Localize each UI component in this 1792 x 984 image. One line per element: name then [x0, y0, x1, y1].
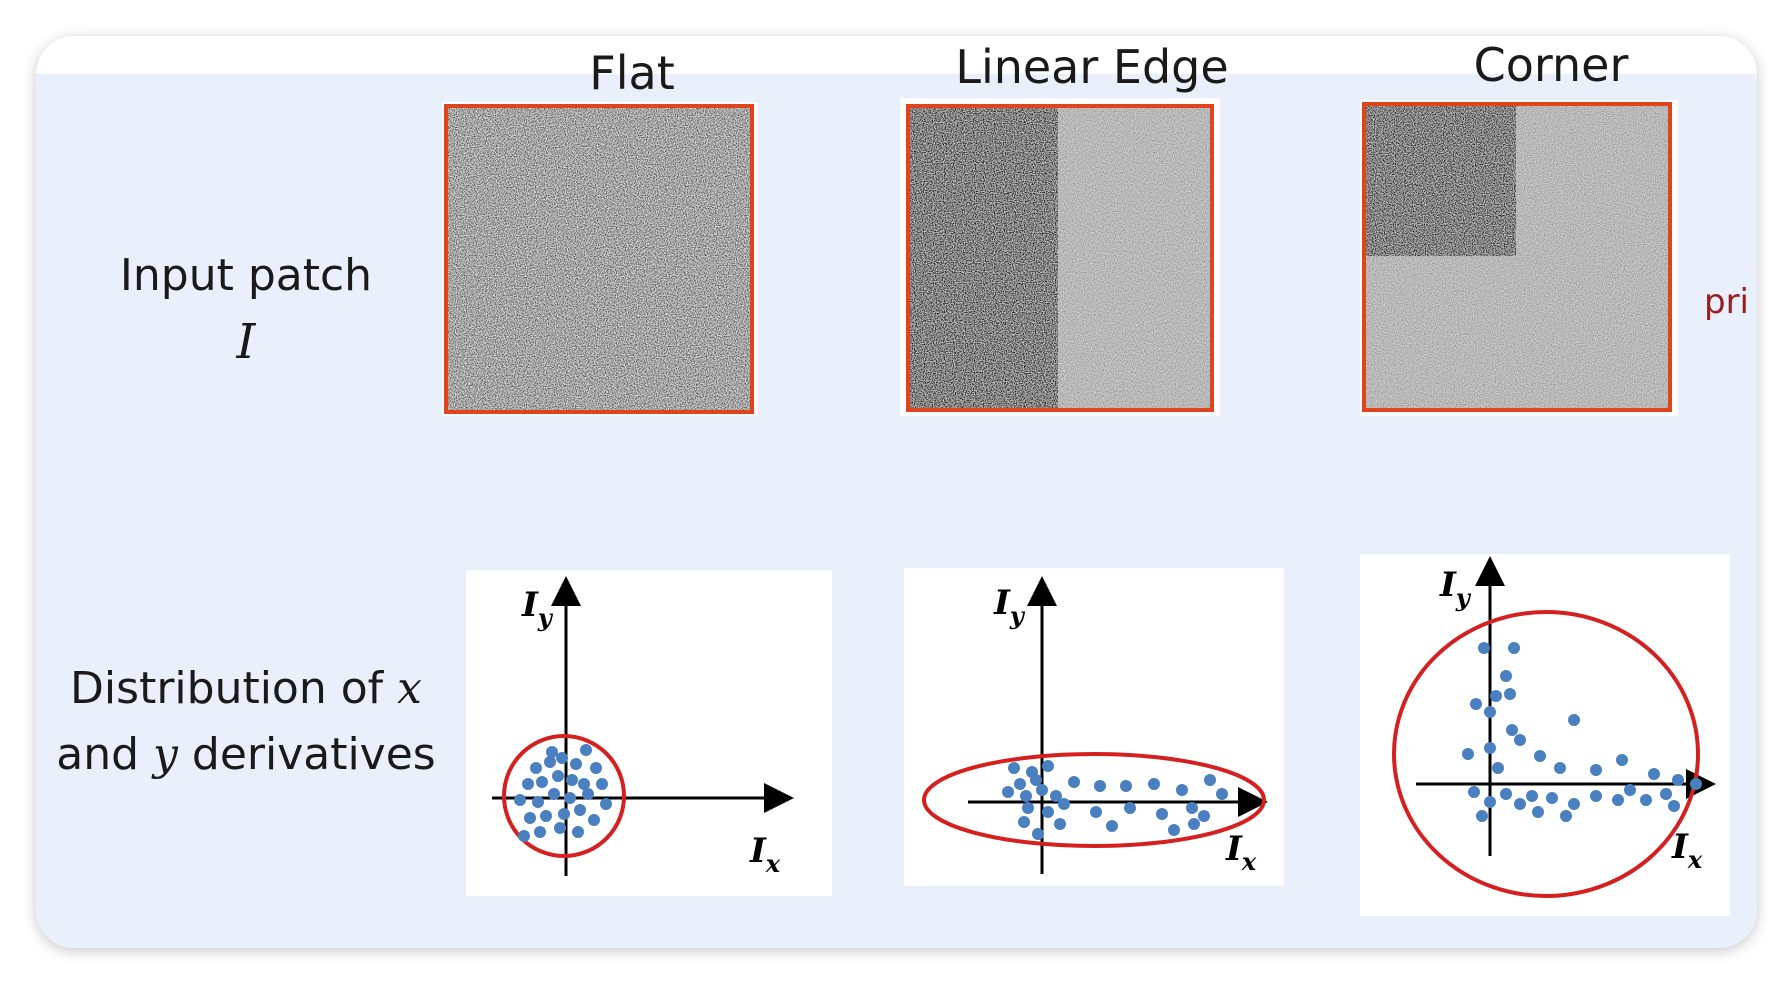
scatter-edge-points [1002, 760, 1228, 840]
column-title-corner: Corner [1473, 38, 1629, 92]
scatter-linear-edge-svg: Iy Ix [922, 576, 1268, 876]
patch-corner [1360, 100, 1678, 416]
patch-corner-image [1362, 102, 1672, 412]
distribution-text: Distribution of [70, 663, 398, 714]
distribution-derivatives: derivatives [177, 729, 436, 780]
patch-flat [442, 102, 758, 416]
input-symbol: I [236, 313, 256, 370]
patch-flat-image [444, 104, 754, 414]
x-axis-label-flat: Ix [749, 831, 781, 878]
patch-linear-edge [900, 98, 1220, 416]
slide-card: Flat Linear Edge Corner Input patch I Di… [36, 36, 1757, 948]
input-patch-label: Input patch I [106, 244, 386, 377]
patch-linear-edge-image [906, 104, 1214, 412]
x-axis-label-corner: Ix [1671, 827, 1703, 874]
y-axis-label-edge: Iy [993, 583, 1026, 630]
y-axis-label-flat: Iy [521, 585, 554, 632]
distribution-label: Distribution of x and y derivatives [46, 656, 446, 788]
clipped-side-text: pri [1704, 282, 1750, 322]
column-title-linear-edge: Linear Edge [955, 40, 1229, 94]
x-axis-label-edge: Ix [1225, 829, 1257, 876]
distribution-line-2: and y derivatives [46, 722, 446, 788]
scatter-flat: Iy Ix [466, 570, 832, 896]
distribution-and: and [56, 729, 154, 780]
scatter-flat-svg: Iy Ix [492, 576, 794, 878]
scatter-flat-points [514, 744, 612, 842]
distribution-line-1: Distribution of x [46, 656, 446, 722]
scatter-corner: Iy Ix [1360, 554, 1730, 916]
input-patch-text: Input patch [119, 250, 373, 301]
scatter-corner-points [1462, 642, 1702, 822]
var-x: x [397, 663, 422, 714]
scatter-corner-svg: Iy Ix [1392, 556, 1716, 898]
column-title-flat: Flat [589, 46, 675, 100]
y-axis-label-corner: Iy [1439, 565, 1472, 612]
scatter-linear-edge: Iy Ix [904, 568, 1284, 886]
var-y: y [153, 729, 178, 780]
